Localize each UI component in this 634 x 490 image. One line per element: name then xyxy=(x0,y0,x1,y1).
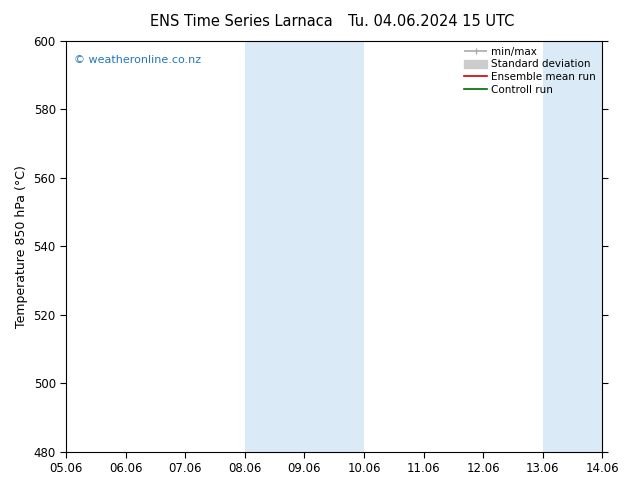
Legend: min/max, Standard deviation, Ensemble mean run, Controll run: min/max, Standard deviation, Ensemble me… xyxy=(460,43,600,99)
Bar xyxy=(543,41,602,452)
Text: Tu. 04.06.2024 15 UTC: Tu. 04.06.2024 15 UTC xyxy=(348,14,514,29)
Bar xyxy=(245,41,364,452)
Y-axis label: Temperature 850 hPa (°C): Temperature 850 hPa (°C) xyxy=(15,165,28,327)
Text: © weatheronline.co.nz: © weatheronline.co.nz xyxy=(74,55,202,65)
Text: ENS Time Series Larnaca: ENS Time Series Larnaca xyxy=(150,14,332,29)
